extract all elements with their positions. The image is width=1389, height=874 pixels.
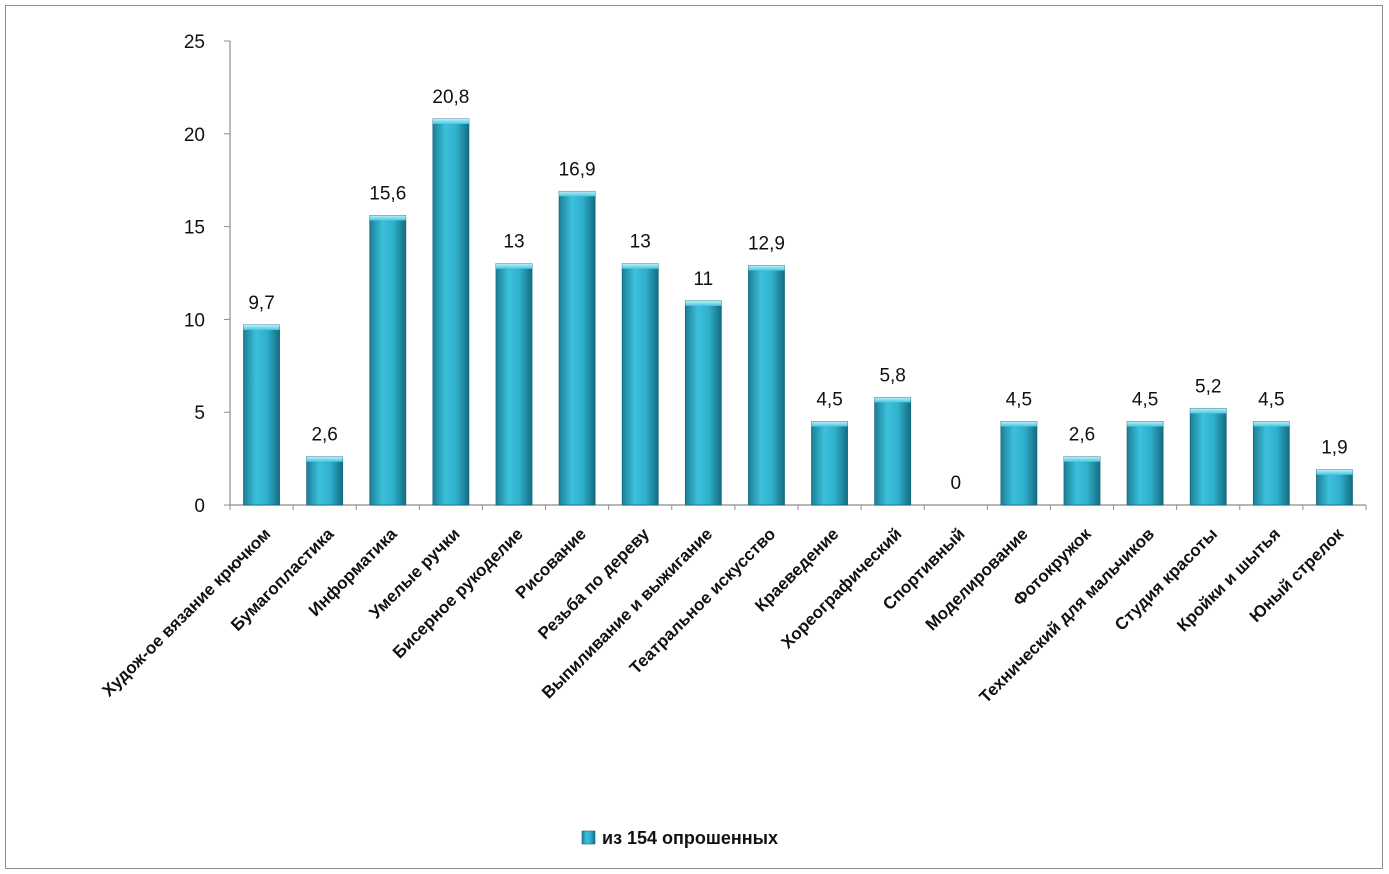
category-labels: Худож-ое вязание крючкомБумагопластикаИн…	[98, 524, 1347, 707]
x-tick-label: Резьба по дереву	[534, 524, 653, 643]
data-label: 5,8	[879, 365, 905, 386]
y-tick-label: 25	[184, 32, 205, 53]
legend-label: из 154 опрошенных	[602, 828, 778, 848]
legend: из 154 опрошенных	[581, 828, 778, 848]
y-tick-label: 5	[194, 403, 205, 424]
bar	[874, 396, 912, 506]
data-label: 4,5	[1006, 389, 1032, 410]
data-label: 1,9	[1321, 438, 1347, 459]
data-label: 2,6	[311, 425, 337, 446]
y-tick-label: 0	[194, 496, 205, 517]
data-label: 4,5	[1258, 389, 1284, 410]
x-tick-label: Хореографический	[778, 524, 906, 652]
bar	[1252, 421, 1290, 506]
bar	[243, 324, 280, 506]
bar	[1000, 421, 1038, 506]
bar	[748, 265, 785, 506]
bar	[1063, 456, 1101, 506]
bar	[369, 215, 407, 506]
legend-swatch	[581, 830, 596, 845]
data-label: 20,8	[432, 87, 469, 108]
data-label: 9,7	[248, 293, 274, 314]
data-label: 5,2	[1195, 376, 1221, 397]
data-label: 12,9	[748, 234, 785, 255]
bar	[1316, 469, 1353, 506]
data-label: 15,6	[369, 183, 406, 204]
axes: 0 5 10 15 20 25	[184, 32, 1367, 517]
bar	[621, 263, 659, 506]
bar	[495, 263, 533, 506]
data-label: 4,5	[1132, 389, 1158, 410]
y-tick-label: 20	[184, 125, 205, 146]
y-tick-label: 10	[184, 310, 205, 331]
data-labels: 9,7 2,6 15,6 20,8 13 16,9 13 11 12,9 4,5 5,8 0 4,5 2,…	[248, 87, 1347, 494]
bar	[1189, 408, 1227, 506]
data-label: 2,6	[1069, 425, 1095, 446]
bar	[684, 300, 722, 506]
bar	[811, 421, 848, 506]
bar	[432, 118, 470, 506]
bar	[558, 190, 596, 506]
data-label: 13	[630, 232, 651, 253]
data-label: 13	[503, 232, 524, 253]
data-label: 4,5	[816, 389, 842, 410]
data-label: 0	[950, 473, 961, 494]
data-label: 16,9	[559, 159, 596, 180]
bars	[243, 118, 1353, 506]
data-label: 11	[693, 269, 713, 290]
y-tick-label: 15	[184, 218, 205, 239]
bar	[1126, 421, 1164, 506]
bar	[306, 456, 344, 506]
x-tick-label: Бисерное рукоделие	[389, 524, 527, 662]
